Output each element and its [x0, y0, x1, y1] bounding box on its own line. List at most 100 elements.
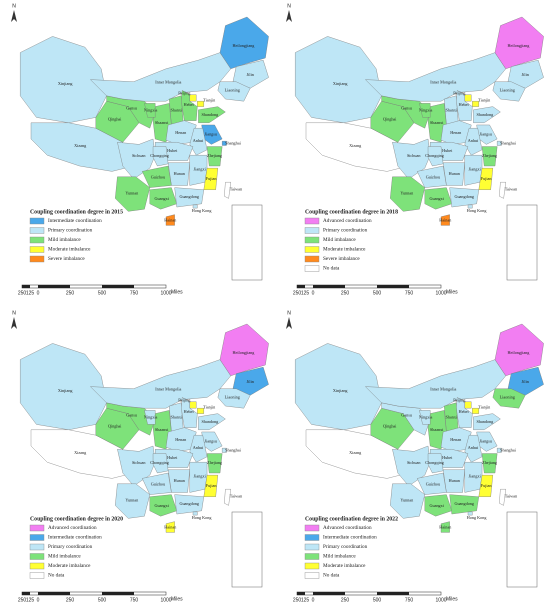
province-label: Ningxia: [419, 414, 433, 419]
province: [174, 187, 205, 208]
legend-swatch: [29, 572, 45, 579]
province-label: Xinjiang: [333, 81, 349, 86]
province-label: Henan: [175, 130, 187, 135]
province-label: Jiangsu: [479, 438, 492, 443]
province-label: Shandong: [201, 419, 219, 424]
province: [472, 408, 479, 414]
province-label: Chongqing: [425, 460, 445, 465]
scale-tick-label: 250: [341, 597, 350, 603]
north-label: N: [287, 3, 291, 9]
scale-tick-label: 125: [26, 597, 35, 603]
province: [219, 16, 269, 70]
province: [427, 146, 444, 167]
province-label: Guangdong: [454, 501, 474, 506]
province: [427, 453, 444, 474]
province-label: Ningxia: [144, 107, 158, 112]
province: [424, 187, 453, 210]
map-panel: Xinjiang Xizang Qinghai Gansu Inner Mongolia…: [286, 310, 544, 603]
province-label: Hong Kong: [192, 208, 213, 213]
province: [364, 52, 507, 102]
legend-label: Moderate imbalance: [323, 563, 366, 569]
legend-label: Intermediate coordination: [48, 218, 102, 224]
province: [364, 359, 507, 409]
province-label: Guizhou: [426, 482, 441, 487]
province: [141, 472, 172, 495]
legend-label: Primary coordination: [323, 228, 368, 234]
scale-tick-label: 500: [373, 290, 382, 296]
province-label: Taiwan: [505, 187, 518, 192]
province-label: Chongqing: [150, 460, 170, 465]
legend-swatch: [304, 236, 320, 244]
scale-tick-label: 500: [98, 597, 107, 603]
legend-swatch: [304, 543, 320, 551]
scale-segment: [38, 592, 70, 595]
province-label: Jilin: [247, 379, 255, 384]
province-label: Taiwan: [505, 494, 518, 499]
province: [464, 435, 483, 463]
legend-label: No data: [323, 573, 340, 579]
scale-tick-label: 500: [373, 597, 382, 603]
province-label: Liaoning: [225, 87, 241, 92]
legend-swatch: [304, 562, 320, 570]
province-label: Guangxi: [154, 503, 169, 508]
province-label: Hebei: [184, 102, 195, 107]
province-label: Sichuan: [132, 460, 146, 465]
legend-label: Severe imbalance: [48, 256, 85, 262]
province-label: Zhejiang: [207, 153, 223, 158]
province-label: Yunnan: [400, 497, 414, 502]
province-label: Inner Mongolia: [155, 80, 181, 85]
province-label: Guangdong: [454, 194, 474, 199]
province: [419, 103, 431, 118]
province-label: Zhejiang: [482, 460, 498, 465]
province: [115, 483, 151, 519]
province-label: Sichuan: [407, 153, 421, 158]
province: [499, 182, 507, 199]
scale-tick-label: 1000: [160, 290, 171, 296]
province-label: Heilongjiang: [233, 43, 256, 48]
province: [440, 521, 450, 533]
province-label: Inner Mongolia: [155, 387, 181, 392]
province: [449, 494, 480, 515]
legend-label: Moderate imbalance: [323, 247, 366, 253]
province: [472, 101, 479, 107]
province: [221, 140, 227, 146]
province-label: Qinghai: [108, 117, 122, 122]
province-label: Hainan: [164, 525, 177, 530]
scale-tick-label: 1000: [435, 290, 446, 296]
legend-swatch: [304, 572, 320, 579]
province: [492, 81, 526, 102]
province: [144, 103, 156, 118]
province-label: Hebei: [184, 409, 195, 414]
province-label: Inner Mongolia: [430, 80, 456, 85]
province: [295, 343, 382, 430]
map-panel: Xinjiang Xizang Qinghai Gansu Inner Mongolia…: [286, 3, 544, 296]
province-label: Gansu: [401, 412, 413, 417]
scale-tick-label: 0: [312, 290, 315, 296]
province-label: Anhui: [468, 138, 479, 143]
province-label: Anhui: [193, 138, 204, 143]
province: [392, 445, 431, 487]
north-label: N: [287, 310, 291, 316]
scale-tick-label: 0: [312, 597, 315, 603]
province-label: Taiwan: [230, 494, 243, 499]
legend-label: Mild imbalance: [48, 237, 81, 243]
legend-swatch: [304, 534, 320, 541]
province-label: Shaanxi: [155, 120, 169, 125]
scale-unit: Miles: [446, 289, 458, 295]
province-label: Sichuan: [132, 153, 146, 158]
province: [424, 494, 453, 517]
province-label: Hunan: [449, 478, 461, 483]
province-label: Jiangxi: [194, 473, 207, 478]
province-label: Hong Kong: [467, 515, 488, 520]
province-label: Guizhou: [151, 482, 166, 487]
scale-unit: Miles: [171, 289, 183, 295]
province: [117, 445, 156, 487]
province-label: Xinjiang: [58, 81, 74, 86]
legend-swatch: [29, 534, 45, 541]
scale-segment: [102, 285, 134, 288]
legend-label: Mild imbalance: [323, 554, 356, 560]
province: [295, 36, 382, 123]
province-label: Tianjin: [478, 98, 491, 103]
north-arrow: [286, 10, 292, 22]
